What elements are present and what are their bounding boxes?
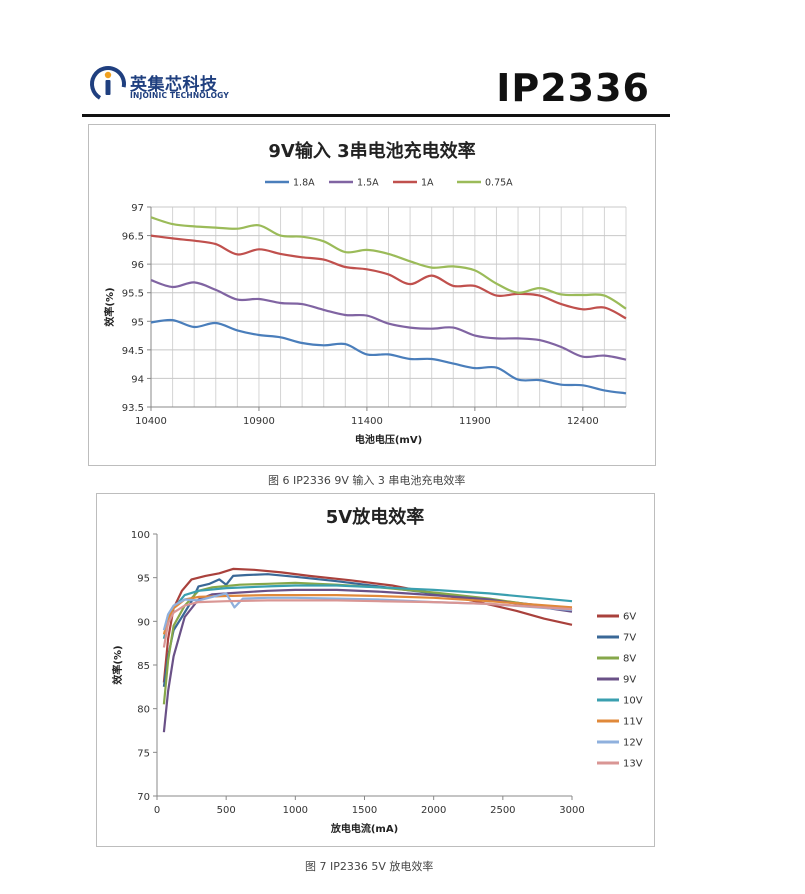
x-tick-label: 10400 (135, 416, 167, 427)
header-divider (82, 114, 670, 117)
y-tick-label: 94 (131, 374, 144, 385)
figure-7-caption: 图 7 IP2336 5V 放电效率 (305, 860, 434, 873)
series-line-9V (162, 588, 573, 733)
figure-6-caption: 图 6 IP2336 9V 输入 3 串电池充电效率 (268, 474, 466, 487)
x-tick-label: 12400 (567, 416, 599, 427)
series-line-8V (162, 581, 573, 705)
chart-title: 5V放电效率 (326, 506, 424, 528)
series-line-13V (162, 599, 573, 648)
y-tick-label: 95.5 (122, 289, 144, 300)
legend-label-6V: 6V (623, 612, 636, 623)
injoinic-logo-icon (90, 66, 126, 102)
y-tick-label: 100 (131, 530, 150, 541)
x-tick-label: 2500 (490, 805, 515, 816)
x-axis-label: 电池电压(mV) (355, 433, 422, 446)
legend-label-13V: 13V (623, 759, 643, 770)
legend-label-8V: 8V (623, 654, 636, 665)
y-axis-label: 效率(%) (103, 287, 116, 326)
company-name-cn: 英集芯科技 (130, 75, 218, 95)
y-tick-label: 75 (137, 748, 150, 759)
discharge-efficiency-chart: 5V放电效率 70 75 80 85 90 95 100 0 500 1000 1500 2000 250… (96, 493, 655, 847)
y-tick-label: 95 (131, 317, 144, 328)
y-tick-label: 97 (131, 203, 144, 214)
y-axis-label: 效率(%) (111, 645, 124, 684)
x-tick-label: 2000 (421, 805, 446, 816)
legend-label-11V: 11V (623, 717, 643, 728)
legend-label-1.5A: 1.5A (357, 178, 379, 189)
y-tick-label: 93.5 (122, 403, 144, 414)
x-tick-label: 1000 (283, 805, 308, 816)
x-tick-label: 10900 (243, 416, 275, 427)
y-tick-label: 80 (137, 705, 150, 716)
page-header: 英集芯科技 INJOINIC TECHNOLOGY IP2336 (82, 58, 670, 116)
x-tick-label: 0 (154, 805, 160, 816)
legend-label-7V: 7V (623, 633, 636, 644)
y-tick-label: 70 (137, 792, 150, 803)
chart-title: 9V输入 3串电池充电效率 (268, 140, 475, 162)
series-line-1.5A (150, 279, 627, 361)
charge-efficiency-chart: 9V输入 3串电池充电效率 93.5 94 94.5 95 95.5 96 96.5 97 104… (88, 124, 656, 466)
series-line-1.8A (150, 318, 627, 395)
x-tick-label: 1500 (352, 805, 377, 816)
legend-label-10V: 10V (623, 696, 643, 707)
series-line-0.75A (150, 216, 627, 310)
y-tick-label: 90 (137, 617, 150, 628)
y-tick-label: 96.5 (122, 232, 144, 243)
series-line-12V (162, 592, 573, 631)
model-number: IP2336 (496, 66, 650, 110)
x-axis-label: 放电电流(mA) (330, 822, 398, 835)
company-name-en: INJOINIC TECHNOLOGY (130, 91, 229, 100)
legend-label-12V: 12V (623, 738, 643, 749)
y-tick-label: 85 (137, 661, 150, 672)
y-tick-label: 95 (137, 574, 150, 585)
series-line-1A (150, 234, 627, 320)
series-line-11V (162, 594, 573, 635)
x-tick-label: 11400 (351, 416, 383, 427)
legend-label-1.8A: 1.8A (293, 178, 315, 189)
legend-label-0.75A: 0.75A (485, 178, 513, 189)
x-tick-label: 11900 (459, 416, 491, 427)
x-tick-label: 500 (217, 805, 236, 816)
charge-efficiency-plot: 9V输入 3串电池充电效率 93.5 94 94.5 95 95.5 96 96.5 97 104… (103, 140, 627, 446)
x-tick-label: 3000 (559, 805, 584, 816)
y-tick-label: 94.5 (122, 346, 144, 357)
legend-label-9V: 9V (623, 675, 636, 686)
legend-label-1A: 1A (421, 178, 434, 189)
y-tick-label: 96 (131, 260, 144, 271)
